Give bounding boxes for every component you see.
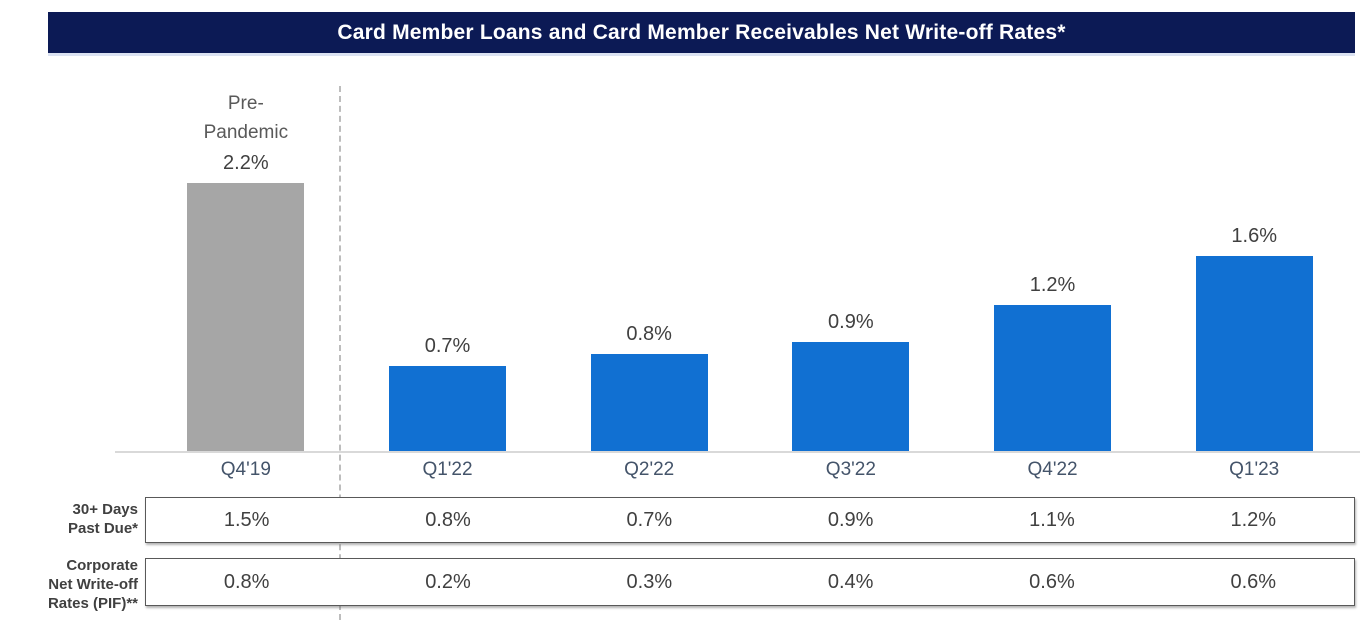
pre-pandemic-annotation: Pandemic — [203, 122, 289, 143]
bar — [590, 354, 708, 452]
pre-pandemic-separator-line — [339, 86, 341, 620]
table-cell-value: 0.4% — [827, 570, 874, 593]
x-axis-tick-label: Q3'22 — [825, 459, 876, 480]
chart-column: 0.8% — [548, 85, 750, 452]
x-axis-tick-label: Q1'22 — [422, 459, 473, 480]
table-cell-value: 1.1% — [1029, 508, 1075, 531]
bar-value-label: 1.6% — [1231, 225, 1277, 247]
table-row-label-line: Past Due* — [67, 520, 138, 537]
table-row-30-days-past-due: 1.5% 0.8% 0.7% 0.9% 1.1% 1.2% — [145, 497, 1355, 543]
table-cell-value: 1.2% — [1230, 508, 1277, 531]
x-axis-line — [115, 451, 1360, 453]
chart-title: Card Member Loans and Card Member Receiv… — [337, 20, 1066, 44]
chart-column: 1.6% — [1153, 85, 1355, 452]
table-cell-value: 0.9% — [827, 508, 874, 531]
table-cell-value: 0.8% — [425, 508, 471, 531]
table-row-label-corporate-net-write-off: Corporate Net Write-off Rates (PIF)** — [0, 556, 138, 613]
x-axis-tick-label: Q1'23 — [1229, 459, 1280, 480]
bar-value-label: 1.2% — [1029, 274, 1076, 296]
table-row-corporate-net-write-off: 0.8% 0.2% 0.3% 0.4% 0.6% 0.6% — [145, 558, 1355, 606]
table-row-label-line: 30+ Days — [72, 501, 138, 518]
table-cell-value: 0.8% — [223, 570, 270, 593]
bar-value-label: 2.2% — [223, 152, 269, 174]
bar — [187, 183, 305, 452]
chart-column: 1.2% — [952, 85, 1154, 452]
bar — [1195, 256, 1313, 452]
table-cell-value: 0.7% — [626, 508, 673, 531]
bar — [792, 342, 910, 452]
bar-value-label: 0.8% — [626, 323, 672, 345]
table-row-label-30-days-past-due: 30+ Days Past Due* — [0, 500, 138, 538]
table-row-label-line: Corporate — [66, 557, 138, 574]
x-axis-tick-label: Q2'22 — [624, 459, 675, 480]
x-axis-labels: Q4'19 Q1'22 Q2'22 Q3'22 Q4'22 Q1'23 — [145, 459, 1355, 481]
bar-value-label: 0.9% — [828, 311, 874, 333]
table-row-label-line: Rates (PIF)** — [47, 595, 138, 612]
table-cell-value: 0.6% — [1230, 570, 1277, 593]
table-cell-value: 0.6% — [1029, 570, 1075, 593]
chart-column: Pre- Pandemic 2.2% — [145, 85, 347, 452]
table-row-label-line: Net Write-off — [48, 576, 138, 593]
x-axis-tick-label: Q4'22 — [1027, 459, 1078, 480]
table-cell-value: 0.2% — [425, 570, 471, 593]
table-cell-value: 0.3% — [626, 570, 673, 593]
x-axis-tick-label: Q4'19 — [220, 459, 271, 480]
bar — [389, 366, 506, 452]
chart-column: 0.7% — [347, 85, 549, 452]
pre-pandemic-annotation: Pre- — [227, 93, 264, 114]
bar-chart: Pre- Pandemic 2.2% 0.7% 0.8% 0.9% 1.2% 1.6% — [145, 85, 1355, 452]
chart-title-bar: Card Member Loans and Card Member Receiv… — [48, 12, 1355, 53]
bar — [994, 305, 1112, 452]
bar-value-label: 0.7% — [424, 335, 471, 357]
table-cell-value: 1.5% — [223, 508, 270, 531]
chart-column: 0.9% — [750, 85, 952, 452]
